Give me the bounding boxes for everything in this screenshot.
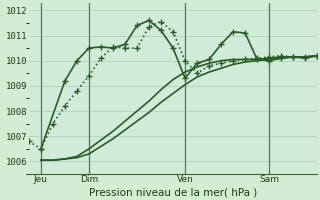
- X-axis label: Pression niveau de la mer( hPa ): Pression niveau de la mer( hPa ): [89, 187, 257, 197]
